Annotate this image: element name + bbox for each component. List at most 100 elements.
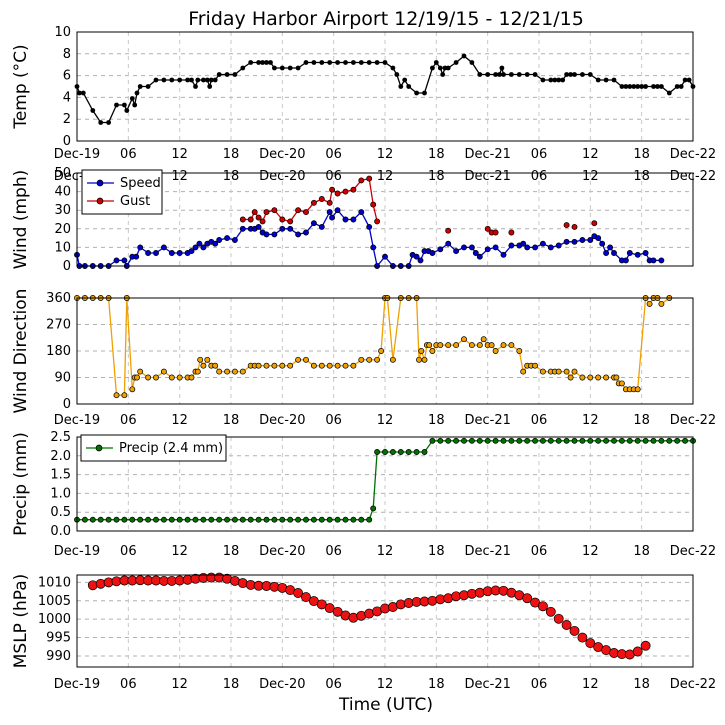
data-point — [497, 72, 502, 77]
data-point — [319, 60, 325, 65]
data-point — [398, 84, 404, 89]
data-point — [564, 72, 569, 77]
x-tick-label: Dec-19 — [54, 677, 100, 692]
chart-title: Friday Harbor Airport 12/19/15 - 12/21/1… — [188, 8, 584, 30]
plot-frame — [76, 31, 694, 142]
data-point — [555, 242, 562, 249]
data-point — [618, 380, 625, 387]
data-point — [185, 77, 191, 83]
data-point — [200, 516, 207, 523]
data-point — [153, 374, 159, 381]
data-point — [279, 516, 286, 523]
data-point — [556, 77, 562, 83]
x-tick-label: 12 — [171, 169, 188, 184]
y-tick-label: 1010 — [38, 575, 71, 590]
x-axis-label: Time (UTC) — [338, 695, 433, 715]
data-point — [553, 613, 564, 624]
x-tick-label: 18 — [428, 677, 445, 692]
data-point — [264, 60, 269, 65]
data-point — [232, 72, 238, 77]
x-tick-label: 18 — [428, 147, 445, 162]
data-point — [200, 362, 207, 369]
x-tick-label: 06 — [120, 147, 137, 162]
data-point — [429, 250, 436, 256]
data-point — [445, 227, 452, 234]
data-point — [587, 437, 594, 444]
data-point — [567, 374, 574, 381]
data-point — [674, 437, 681, 444]
data-point — [445, 342, 452, 349]
data-point — [311, 60, 317, 65]
data-point — [579, 374, 586, 381]
data-point — [193, 84, 198, 89]
data-point — [200, 244, 207, 251]
data-point — [295, 356, 302, 363]
y-tick-label: 50 — [54, 166, 71, 181]
data-point — [293, 588, 304, 598]
data-point — [509, 72, 514, 77]
data-point — [370, 505, 377, 512]
y-tick-label: 2.5 — [50, 430, 71, 445]
data-point — [113, 257, 120, 264]
y-tick-label: 90 — [54, 371, 71, 386]
data-point — [548, 77, 554, 83]
y-tick-label: 20 — [54, 222, 71, 237]
data-point — [585, 638, 596, 649]
data-point — [634, 437, 641, 444]
data-point — [646, 300, 653, 307]
data-point — [287, 225, 294, 232]
data-point — [329, 186, 336, 193]
data-point — [508, 242, 515, 249]
series-line-1 — [77, 296, 670, 396]
x-tick-label: Dec-20 — [259, 544, 305, 559]
data-point — [508, 437, 515, 444]
data-point — [651, 84, 656, 89]
data-point — [453, 437, 460, 444]
x-tick-label: 18 — [633, 413, 650, 428]
data-point — [522, 593, 533, 604]
data-point — [303, 60, 309, 65]
data-point — [406, 84, 412, 89]
data-point — [374, 449, 381, 455]
legend-marker — [96, 197, 104, 205]
panel-1: 0 2 4 6 8 10 Dec-19 06 12 18 Dec-20 06 12 18 Dec-21 06 1… — [11, 25, 716, 162]
data-point — [595, 437, 602, 444]
data-point — [197, 356, 204, 363]
plot-frame — [76, 436, 694, 532]
data-point — [106, 120, 111, 125]
y-tick-label: 0 — [63, 134, 71, 149]
y-tick-label: 360 — [46, 291, 71, 306]
data-point — [545, 606, 556, 617]
data-point — [301, 592, 311, 603]
data-point — [429, 437, 436, 444]
data-point — [571, 223, 578, 230]
data-point — [208, 77, 214, 83]
data-point — [492, 348, 499, 354]
data-point — [122, 102, 127, 108]
data-point — [480, 336, 487, 343]
data-point — [160, 244, 167, 251]
x-tick-label: 12 — [377, 169, 394, 184]
x-tick-label: 18 — [223, 413, 240, 428]
data-point — [394, 72, 400, 77]
data-point — [216, 72, 222, 77]
data-point — [350, 362, 357, 369]
data-point — [231, 516, 238, 523]
data-point — [231, 368, 238, 375]
legend: Speed Gust — [81, 169, 163, 215]
data-point — [484, 225, 491, 232]
data-point — [316, 599, 327, 610]
data-point — [500, 251, 507, 258]
data-point — [189, 77, 194, 83]
data-point — [405, 449, 412, 455]
data-point — [248, 60, 254, 65]
data-point — [240, 65, 246, 71]
x-tick-label: 12 — [377, 677, 394, 692]
data-point — [358, 356, 365, 363]
data-point — [627, 84, 633, 89]
data-point — [263, 209, 270, 216]
data-point — [195, 77, 201, 83]
data-point — [334, 516, 341, 523]
x-tick-label: 18 — [223, 147, 240, 162]
